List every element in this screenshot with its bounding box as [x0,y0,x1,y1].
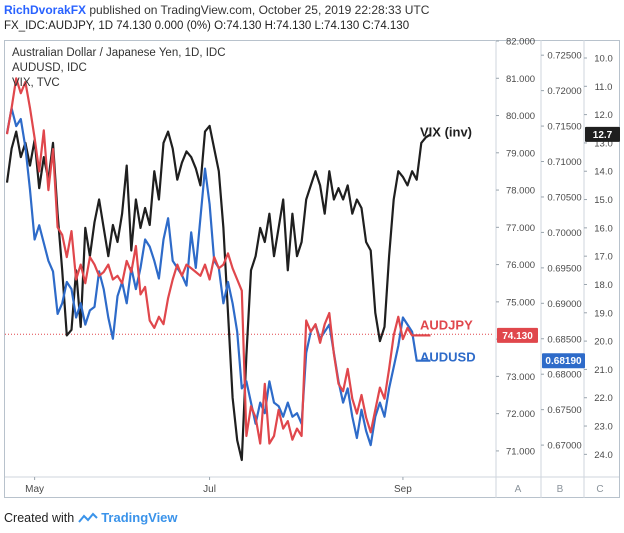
axis-a-tick-label: 75.000 [506,297,535,308]
axis-b-tick-label: 0.67500 [547,405,581,416]
last-value-tag-text: 0.68190 [545,356,582,367]
last-value-tag [542,353,585,369]
axis-b-tick-label: 0.68500 [547,334,581,345]
axis-b-tick-label: 0.70000 [547,228,581,239]
time-tick-label: May [25,484,44,495]
legend-audusd[interactable]: AUDUSD, IDC [12,62,87,74]
ohlc-line: FX_IDC:AUDJPY, 1D 74.130 0.000 (0%) O:74… [4,20,410,32]
footer: Created with TradingView [4,510,178,525]
time-tick-label: Sep [394,484,412,495]
axis-a-tick-label: 79.000 [506,148,535,159]
axis-b-tick-label: 0.69000 [547,299,581,310]
axis-b-tick-label: 0.71000 [547,157,581,168]
tradingview-logo-icon [78,512,98,523]
axis-c-tick-label: 17.0 [594,252,613,263]
axis-b-tick-label: 0.72000 [547,86,581,97]
axis-c-tick-label: 10.0 [594,53,613,64]
axis-c-tick-label: 19.0 [594,308,613,319]
axis-letter-c[interactable]: C [596,484,603,495]
chart-header: RichDvorakFX published on TradingView.co… [0,0,624,40]
axis-a-tick-label: 77.000 [506,223,535,234]
axis-a-tick-label: 78.000 [506,186,535,197]
last-value-tag-text: 74.130 [502,331,533,342]
series-line-audjpy[interactable] [5,77,431,445]
axis-c-tick-label: 22.0 [594,393,613,404]
axis-c-tick-label: 16.0 [594,223,613,234]
series-name-label: AUDJPY [420,317,473,332]
axis-a-tick-label: 82.000 [506,37,535,48]
legend: Australian Dollar / Japanese Yen, 1D, ID… [12,46,226,91]
axis-b-tick-label: 0.68000 [547,370,581,381]
axis-a-tick-label: 76.000 [506,260,535,271]
last-value-tag [497,327,538,343]
axis-b-tick-label: 0.69500 [547,263,581,274]
axis-layer: 82.000 81.000 80.000 79.000 78.000 77.000 76.0… [25,37,613,496]
axis-b-tick-label: 0.72500 [547,51,581,62]
series-line-vix-inv[interactable] [5,124,432,462]
series-name-label: AUDUSD [420,350,476,365]
last-value-tag [585,126,620,142]
axis-a-tick-label: 80.000 [506,111,535,122]
publish-line: RichDvorakFX published on TradingView.co… [4,3,429,17]
axis-b-tick-label: 0.67000 [547,441,581,452]
axis-c-tick-label: 12.0 [594,110,613,121]
legend-vix[interactable]: VIX, TVC [12,77,60,89]
axis-a-tick-label: 71.000 [506,446,535,457]
axis-b-tick-label: 0.71500 [547,122,581,133]
legend-audjpy[interactable]: Australian Dollar / Japanese Yen, 1D, ID… [12,47,226,59]
axis-dividers [5,40,619,498]
last-value-tag-text: 12.7 [593,130,613,141]
author-name[interactable]: RichDvorakFX [4,3,87,17]
series-layer [5,77,432,462]
time-tick-label: Jul [203,484,216,495]
axis-c-tick-label: 13.0 [594,138,613,149]
axis-letter-a[interactable]: A [515,484,522,495]
tradingview-logo[interactable]: TradingView [78,510,178,525]
axis-c-tick-label: 24.0 [594,450,613,461]
axis-c-tick-label: 11.0 [595,82,613,93]
series-line-audusd[interactable] [5,107,431,447]
created-with-text: Created with [4,510,75,525]
axis-c-tick-label: 14.0 [594,167,613,178]
axis-letter-b[interactable]: B [557,484,564,495]
axis-a-tick-label: 81.000 [506,74,535,85]
labels-layer: AUDJPY 74.130 AUDUSD 0.68190 VIX (inv) 12.7 [420,124,620,369]
series-name-label: VIX (inv) [420,124,472,139]
axis-a-tick-label: 72.000 [506,409,535,420]
axis-c-tick-label: 21.0 [594,365,613,376]
published-text: published on TradingView.com, October 25… [89,3,430,17]
axis-c-tick-label: 15.0 [594,195,613,206]
axis-a-tick-label: 73.000 [506,372,535,383]
axis-b-tick-label: 0.70500 [547,192,581,203]
axis-c-tick-label: 23.0 [594,422,613,433]
axis-c-tick-label: 20.0 [594,337,613,348]
axis-c-tick-label: 18.0 [594,280,613,291]
tradingview-logo-text: TradingView [101,510,178,525]
